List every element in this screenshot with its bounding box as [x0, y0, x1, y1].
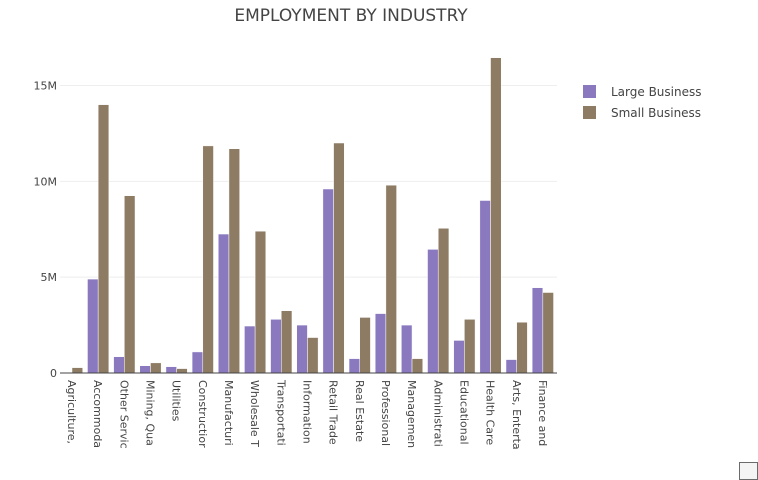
bar-small-business[interactable]	[437, 228, 450, 374]
bar-small-business[interactable]	[385, 184, 397, 374]
bar-small-business[interactable]	[202, 145, 214, 374]
x-tick-label: Manufacturi	[222, 380, 235, 446]
x-tick-label: Finance and	[536, 380, 549, 446]
x-tick-label: Transportati	[274, 379, 287, 446]
bar-large-business[interactable]	[479, 200, 491, 374]
y-tick-label: 15M	[34, 80, 58, 93]
bar-small-business[interactable]	[228, 148, 240, 374]
legend-swatch[interactable]	[583, 85, 596, 98]
x-tick-label: Administrati	[431, 380, 444, 447]
bar-small-business[interactable]	[71, 367, 83, 374]
bar-large-business[interactable]	[113, 356, 125, 374]
bar-large-business[interactable]	[401, 324, 413, 374]
bar-small-business[interactable]	[281, 310, 293, 374]
bar-small-business[interactable]	[516, 321, 528, 374]
legend[interactable]: Large Business Small Business	[583, 85, 702, 120]
x-tick-label: Health Care	[484, 380, 497, 445]
bar-large-business[interactable]	[270, 319, 282, 374]
x-tick-label: Accommoda	[91, 380, 104, 448]
bar-large-business[interactable]	[505, 359, 517, 374]
y-axis-ticks: 0 5M 10M 15M	[34, 80, 58, 381]
bar-large-business[interactable]	[427, 249, 439, 374]
x-tick-label: Educational	[457, 380, 470, 445]
bar-small-business[interactable]	[333, 142, 345, 374]
x-tick-label: Arts, Enterta	[510, 380, 523, 450]
y-tick-label: 10M	[34, 175, 58, 188]
gridlines	[60, 85, 557, 278]
x-axis-ticks: Agriculture, Accommoda Other Servic Mining,…	[65, 379, 549, 450]
bar-small-business[interactable]	[176, 368, 188, 374]
bar-large-business[interactable]	[191, 351, 204, 374]
bar-small-business[interactable]	[150, 362, 162, 374]
bar-small-business[interactable]	[464, 319, 476, 374]
legend-label[interactable]: Small Business	[611, 106, 701, 120]
bar-small-business[interactable]	[490, 57, 502, 374]
x-tick-label: Constructior	[196, 380, 209, 448]
bars[interactable]	[71, 57, 554, 374]
bar-small-business[interactable]	[124, 195, 136, 374]
bar-large-business[interactable]	[296, 324, 308, 374]
bar-small-business[interactable]	[411, 358, 423, 374]
bar-large-business[interactable]	[139, 365, 151, 374]
y-tick-label: 0	[50, 367, 57, 380]
legend-label[interactable]: Large Business	[611, 85, 702, 99]
bar-large-business[interactable]	[244, 325, 256, 374]
bar-small-business[interactable]	[307, 337, 319, 374]
y-tick-label: 5M	[41, 271, 58, 284]
bar-large-business[interactable]	[322, 188, 334, 374]
bar-large-business[interactable]	[87, 278, 99, 374]
x-tick-label: Managemen	[405, 380, 418, 448]
resize-handle[interactable]	[739, 462, 758, 480]
bar-small-business[interactable]	[359, 317, 371, 374]
x-tick-label: Professional	[379, 380, 392, 446]
bar-small-business[interactable]	[97, 104, 110, 374]
bar-large-business[interactable]	[374, 313, 387, 374]
x-tick-label: Retail Trade	[327, 380, 340, 445]
bar-small-business[interactable]	[542, 292, 554, 374]
x-tick-label: Real Estate	[353, 380, 366, 442]
chart-title: EMPLOYMENT BY INDUSTRY	[234, 6, 468, 26]
bar-large-business[interactable]	[453, 340, 465, 374]
bar-large-business[interactable]	[165, 366, 177, 374]
x-tick-label: Other Servic	[117, 380, 130, 449]
x-tick-label: Wholesale T	[248, 380, 261, 447]
bar-large-business[interactable]	[531, 287, 544, 374]
x-tick-label: Mining, Qua	[144, 380, 157, 446]
x-tick-label: Utilities	[170, 380, 183, 422]
bar-small-business[interactable]	[254, 230, 267, 374]
x-tick-label: Information	[301, 380, 314, 444]
legend-swatch[interactable]	[583, 106, 596, 119]
x-tick-label: Agriculture,	[65, 380, 78, 444]
bar-large-business[interactable]	[218, 233, 230, 374]
bar-large-business[interactable]	[348, 358, 360, 374]
